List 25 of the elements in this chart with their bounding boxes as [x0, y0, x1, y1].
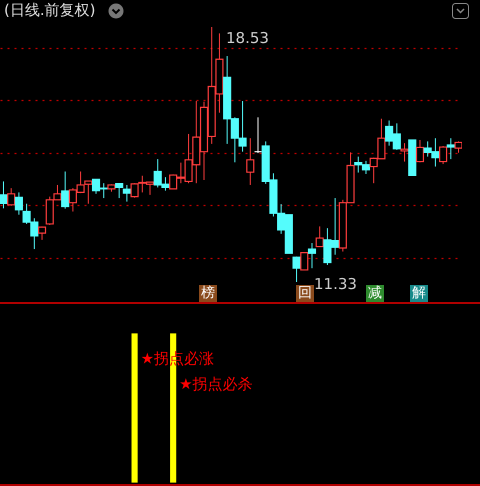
- annotation: 11.33: [314, 275, 357, 293]
- candlestick: [316, 226, 324, 248]
- chart-title: (日线.前复权): [4, 1, 96, 20]
- candlestick: [454, 140, 462, 154]
- candlestick: [61, 171, 70, 210]
- text: 榜: [199, 285, 217, 302]
- candlestick: [246, 138, 254, 186]
- text: 减: [366, 285, 384, 302]
- candlestick: [7, 188, 16, 206]
- candlestick: [300, 252, 308, 271]
- annotation: ★拐点必杀: [179, 375, 253, 393]
- candlestick: [446, 138, 455, 160]
- candlestick: [0, 180, 8, 209]
- candlestick: [308, 242, 316, 269]
- candlestick: [38, 226, 46, 240]
- candlestick: [292, 256, 301, 282]
- candlestick: [254, 116, 262, 154]
- candlestick: [416, 139, 424, 163]
- candlestick: [400, 142, 409, 162]
- text: 回: [296, 285, 314, 302]
- candlestick: [122, 184, 131, 202]
- candlestick: [439, 146, 448, 165]
- annotation: 18.53: [226, 29, 269, 47]
- candlestick: [115, 182, 124, 199]
- text: 解: [410, 285, 428, 302]
